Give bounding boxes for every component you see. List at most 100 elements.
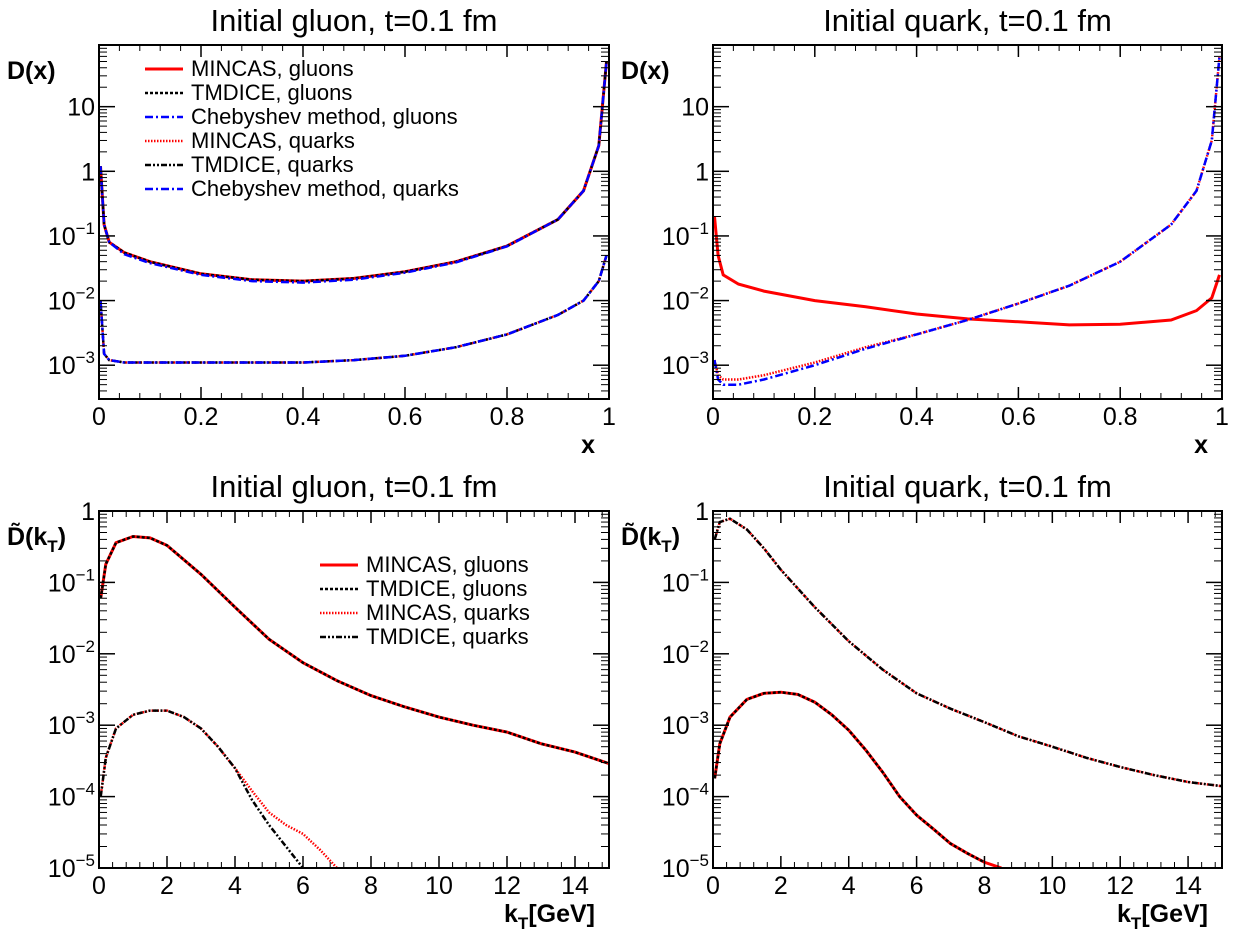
y-tick-label: 10−2 <box>48 284 95 316</box>
plot-frame <box>712 44 1223 400</box>
y-tick-base: 1 <box>695 498 709 526</box>
x-axis-label-subscript: T <box>518 914 529 933</box>
x-tick-label: 1 <box>1215 403 1229 431</box>
y-tick-label: 10−2 <box>662 284 709 316</box>
y-tick-base: 10 <box>662 712 690 740</box>
y-tick-label: 10−2 <box>48 637 95 669</box>
y-tick-label: 10−1 <box>48 219 95 251</box>
x-tick-label: 0.6 <box>388 403 423 431</box>
series-line-4 <box>99 255 608 364</box>
y-tick-base: 10 <box>662 352 690 380</box>
y-tick-exponent: −4 <box>690 780 709 799</box>
x-axis-label-main: x <box>581 431 595 459</box>
chart-title: Initial quark, t=0.1 fm <box>823 3 1112 38</box>
series-group <box>713 517 1222 868</box>
y-tick-base: 10 <box>48 288 76 316</box>
x-tick-label: 14 <box>561 872 589 900</box>
chart-title: Initial gluon, t=0.1 fm <box>211 469 498 504</box>
series-line-1 <box>99 534 609 766</box>
y-tick-label: 10−1 <box>48 565 95 597</box>
y-tick-label: 10−5 <box>48 851 95 883</box>
legend-entry: MINCAS, quarks <box>366 600 530 625</box>
series-line-2 <box>713 517 1222 788</box>
y-tick-base: 10 <box>67 94 95 122</box>
x-tick-label: 10 <box>1038 872 1066 900</box>
y-tick-exponent: −5 <box>690 851 709 870</box>
y-tick-base: 10 <box>48 855 76 883</box>
y-tick-base: 10 <box>48 352 76 380</box>
panel-2: Initial quark, t=0.1 fm0 0.2 0.4 0.6 0.8 110−… <box>621 3 1229 459</box>
y-tick-base: 1 <box>81 498 95 526</box>
x-tick-label: 0 <box>706 872 720 900</box>
plot-frame <box>98 510 610 869</box>
y-tick-exponent: −3 <box>76 708 95 727</box>
y-axis-label: D(x) <box>621 57 670 85</box>
x-tick-label: 6 <box>296 872 310 900</box>
legend-entry: TMDICE, quarks <box>191 152 354 177</box>
y-axis-label: D(x) <box>7 57 56 85</box>
x-tick-label: 12 <box>493 872 521 900</box>
y-tick-exponent: −1 <box>690 219 709 238</box>
x-tick-label: 0.2 <box>184 403 219 431</box>
x-tick-label: 0.8 <box>1103 403 1138 431</box>
y-tick-label: 1 <box>695 498 709 526</box>
chart-title: Initial gluon, t=0.1 fm <box>211 3 498 38</box>
x-axis-label: kT[GeV] <box>1117 900 1208 933</box>
y-tick-label: 10 <box>67 94 95 122</box>
y-tick-exponent: −2 <box>76 637 95 656</box>
series-line-3 <box>99 709 338 868</box>
x-axis-label-unit: [GeV] <box>528 900 595 928</box>
y-tick-base: 10 <box>48 712 76 740</box>
x-axis-label-main: k <box>1117 900 1131 928</box>
y-tick-exponent: −4 <box>76 780 95 799</box>
y-tick-exponent: −3 <box>76 348 95 367</box>
x-tick-label: 10 <box>425 872 453 900</box>
y-tick-label: 10−3 <box>48 708 95 740</box>
y-axis-label-main: D(x) <box>621 57 670 85</box>
y-tick-label: 10−1 <box>662 565 709 597</box>
y-tick-label: 10−1 <box>662 219 709 251</box>
x-tick-label: 0 <box>92 403 106 431</box>
y-tick-label: 1 <box>81 158 95 186</box>
x-tick-label: 0.6 <box>1001 403 1036 431</box>
x-axis-label: x <box>581 431 595 459</box>
plot-frame <box>98 44 610 400</box>
y-tick-label: 10−2 <box>662 637 709 669</box>
y-tick-label: 10−3 <box>662 348 709 380</box>
series-group <box>713 56 1221 386</box>
x-tick-label: 2 <box>774 872 788 900</box>
y-tick-base: 10 <box>662 569 690 597</box>
y-tick-base: 1 <box>695 158 709 186</box>
series-line-6 <box>99 255 608 364</box>
legend-entry: MINCAS, gluons <box>191 56 354 81</box>
y-tick-base: 10 <box>48 223 76 251</box>
panel-4: Initial quark, t=0.1 fm0 2 4 6 8 10 12 1410−510… <box>621 469 1223 933</box>
x-axis-label: x <box>1194 431 1208 459</box>
y-tick-base: 10 <box>662 288 690 316</box>
y-tick-exponent: −3 <box>690 708 709 727</box>
series-group <box>99 61 608 364</box>
x-tick-label: 8 <box>978 872 992 900</box>
series-line-3 <box>99 61 608 284</box>
legend-entry: TMDICE, gluons <box>191 80 352 105</box>
x-axis-label-unit: [GeV] <box>1141 900 1208 928</box>
series-line-4 <box>713 690 986 864</box>
x-axis-label-main: k <box>504 900 518 928</box>
y-tick-exponent: −1 <box>76 219 95 238</box>
y-tick-exponent: −5 <box>76 851 95 870</box>
series-line-3 <box>713 690 1002 868</box>
series-group <box>99 534 609 868</box>
series-line-2 <box>99 535 609 765</box>
y-tick-exponent: −2 <box>690 284 709 303</box>
legend-entry: TMDICE, quarks <box>366 624 529 649</box>
x-axis-label: kT[GeV] <box>504 900 595 933</box>
y-axis-label: D̃(kT) <box>7 522 66 556</box>
y-axis-label-subscript: T <box>47 537 58 556</box>
x-tick-label: 12 <box>1106 872 1134 900</box>
y-axis-label: D̃(kT) <box>621 522 680 556</box>
x-tick-label: 0.2 <box>797 403 832 431</box>
x-tick-label: 0.4 <box>899 403 934 431</box>
panel-3: Initial gluon, t=0.1 fm0 2 4 6 8 10 12 1410−510… <box>7 469 610 933</box>
